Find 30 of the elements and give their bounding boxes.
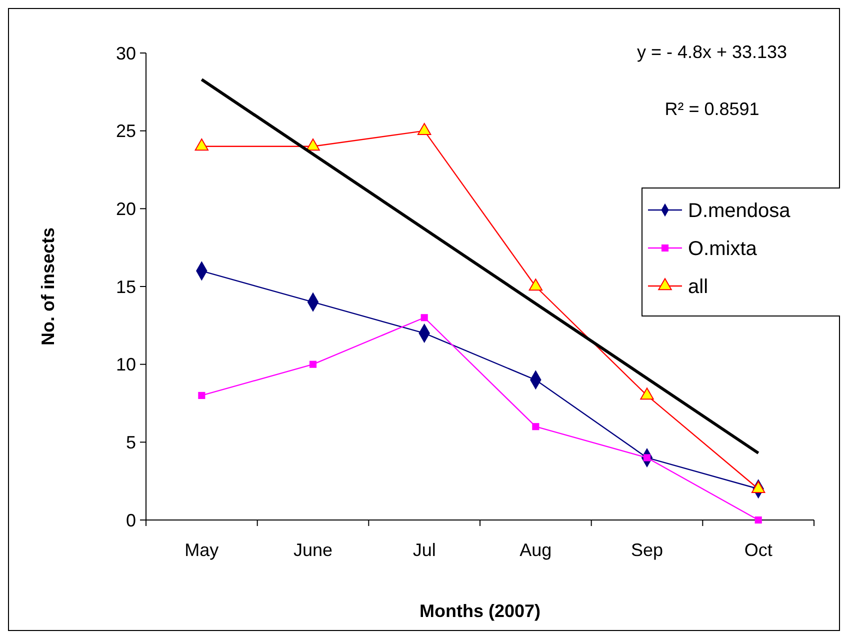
point [532, 423, 540, 430]
point [640, 388, 654, 400]
x-tick-label: Jul [412, 540, 436, 560]
legend-label: O.mixta [688, 238, 758, 260]
point [306, 138, 320, 151]
point [754, 516, 762, 524]
x-tick-label: May [184, 540, 219, 560]
annotation: y = - 4.8x + 33.133 [636, 42, 788, 62]
x-tick-label: June [293, 540, 333, 560]
point [417, 122, 432, 136]
y-tick-label: 30 [116, 43, 136, 64]
y-tick-label: 25 [116, 121, 136, 142]
y-tick-label: 5 [126, 432, 136, 452]
y-tick-label: 0 [126, 510, 136, 530]
point [198, 392, 206, 399]
point [420, 314, 428, 322]
y-axis-title: No. of insects [38, 227, 58, 346]
y-tick-label: 10 [116, 354, 136, 375]
x-tick-label: Sep [630, 540, 664, 560]
legend-label: all [688, 276, 708, 298]
y-tick-label: 15 [116, 276, 136, 297]
y-tick-label: 20 [116, 198, 136, 219]
x-tick-label: Oct [744, 540, 772, 560]
x-axis-title: Months (2007) [419, 601, 541, 621]
point [309, 360, 317, 368]
x-tick-label: Aug [520, 540, 552, 560]
annotation: R² = 0.8591 [664, 99, 760, 119]
legend-label: D.mendosa [688, 200, 792, 222]
point [194, 138, 209, 151]
point [528, 278, 543, 291]
